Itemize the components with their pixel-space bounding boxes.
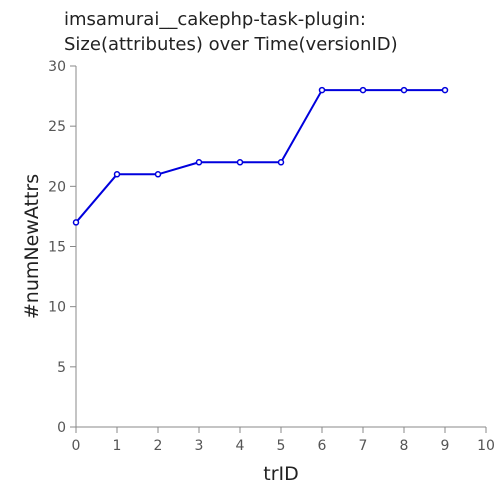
axes: 0 5 10 15 20 25 30 0 1 2 3 4 5 6 7 8 9 10 xyxy=(48,59,495,454)
x-tick-label: 6 xyxy=(318,438,327,454)
x-axis-label: trID xyxy=(263,463,299,485)
x-tick-label: 10 xyxy=(477,438,495,454)
y-tick-label: 0 xyxy=(57,420,66,436)
y-tick-label: 25 xyxy=(48,119,66,135)
data-point xyxy=(154,171,162,178)
y-axis-label: #numNewAttrs xyxy=(21,174,43,319)
data-point xyxy=(72,219,80,226)
x-tick-label: 8 xyxy=(400,438,409,454)
chart-title-line-1: imsamurai__cakephp-task-plugin: xyxy=(64,9,366,30)
series-layer xyxy=(72,86,449,226)
x-tick-label: 3 xyxy=(195,438,204,454)
x-tick-label: 2 xyxy=(154,438,163,454)
data-point xyxy=(113,171,121,178)
x-tick-label: 7 xyxy=(359,438,368,454)
data-point xyxy=(195,159,203,166)
y-tick-label: 10 xyxy=(48,300,66,316)
data-point xyxy=(359,86,367,94)
series-line xyxy=(75,89,445,224)
data-point xyxy=(318,86,326,94)
data-point xyxy=(236,159,244,166)
chart-title-line-2: Size(attributes) over Time(versionID) xyxy=(64,34,398,55)
chart-title: imsamurai__cakephp-task-plugin: Size(att… xyxy=(64,7,398,57)
x-tick-label: 1 xyxy=(113,438,122,454)
data-point xyxy=(277,159,285,166)
y-tick-label: 20 xyxy=(48,179,66,195)
x-tick-label: 9 xyxy=(441,438,450,454)
x-tick-label: 5 xyxy=(277,438,286,454)
y-tick-label: 5 xyxy=(57,360,66,376)
data-point xyxy=(400,86,408,94)
data-point xyxy=(441,86,449,94)
y-tick-label: 15 xyxy=(48,240,66,256)
x-tick-label: 0 xyxy=(72,438,81,454)
y-tick-label: 30 xyxy=(48,59,66,75)
x-tick-label: 4 xyxy=(236,438,245,454)
